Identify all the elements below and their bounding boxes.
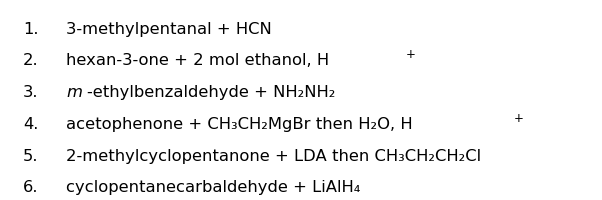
Text: +: + xyxy=(514,111,523,124)
Text: 1.: 1. xyxy=(23,22,39,36)
Text: 3-methylpentanal + HCN: 3-methylpentanal + HCN xyxy=(66,22,272,36)
Text: 6.: 6. xyxy=(23,180,39,194)
Text: 2.: 2. xyxy=(23,53,39,68)
Text: -ethylbenzaldehyde + NH₂NH₂: -ethylbenzaldehyde + NH₂NH₂ xyxy=(87,85,335,100)
Text: acetophenone + CH₃CH₂MgBr then H₂O, H: acetophenone + CH₃CH₂MgBr then H₂O, H xyxy=(66,116,413,131)
Text: cyclopentanecarbaldehyde + LiAlH₄: cyclopentanecarbaldehyde + LiAlH₄ xyxy=(66,180,361,194)
Text: 2-methylcyclopentanone + LDA then CH₃CH₂CH₂Cl: 2-methylcyclopentanone + LDA then CH₃CH₂… xyxy=(66,148,482,163)
Text: +: + xyxy=(406,48,415,61)
Text: m: m xyxy=(66,85,82,100)
Text: hexan-3-one + 2 mol ethanol, H: hexan-3-one + 2 mol ethanol, H xyxy=(66,53,329,68)
Text: 3.: 3. xyxy=(23,85,39,100)
Text: 4.: 4. xyxy=(23,116,39,131)
Text: 5.: 5. xyxy=(23,148,39,163)
